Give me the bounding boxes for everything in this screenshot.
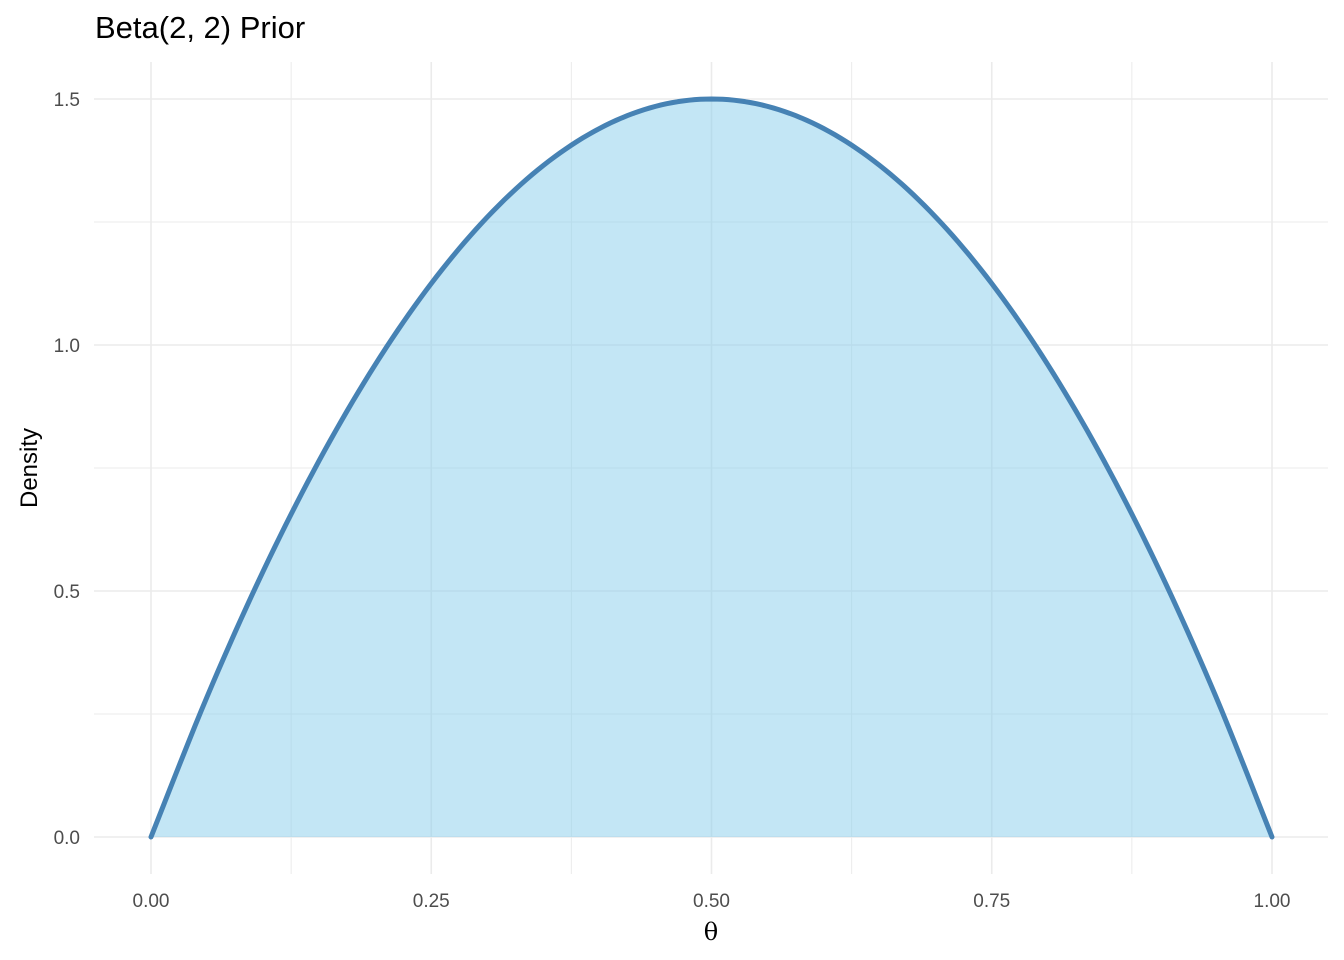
y-tick-label: 0.5	[54, 582, 80, 603]
y-axis-title: Density	[16, 428, 43, 508]
density-curve-line	[148, 96, 1275, 840]
x-tick-label: 0.00	[133, 891, 170, 912]
density-area-fill	[151, 99, 1272, 837]
y-tick-label: 1.5	[54, 90, 80, 111]
x-tick-label: 1.00	[1254, 891, 1291, 912]
chart-title: Beta(2, 2) Prior	[95, 10, 306, 45]
y-axis-tick-labels: 0.0 0.5 1.0 1.5	[54, 90, 80, 849]
x-axis-tick-labels: 0.00 0.25 0.50 0.75 1.00	[133, 891, 1291, 912]
x-axis-title: θ	[704, 918, 718, 946]
x-tick-label: 0.50	[693, 891, 730, 912]
x-tick-label: 0.25	[413, 891, 450, 912]
x-tick-label: 0.75	[973, 891, 1010, 912]
y-tick-label: 1.0	[54, 336, 80, 357]
y-tick-label: 0.0	[54, 828, 80, 849]
